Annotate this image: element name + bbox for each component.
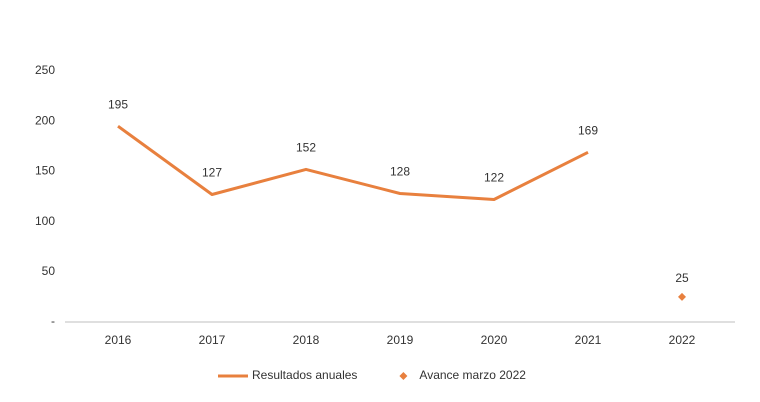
y-tick-label: 50: [42, 264, 56, 278]
legend-label: Resultados anuales: [252, 368, 357, 382]
line: [117, 125, 589, 202]
data-label: 122: [484, 171, 504, 185]
marker: [678, 292, 686, 301]
x-tick-label: 2022: [669, 333, 696, 347]
data-label: 169: [578, 123, 598, 137]
y-tick-label: -: [51, 314, 55, 328]
x-tick-label: 2018: [293, 333, 320, 347]
data-label: 195: [108, 97, 128, 111]
data-label: 127: [202, 166, 222, 180]
legend-swatch: [399, 372, 408, 380]
data-label: 152: [296, 141, 316, 155]
x-tick-label: 2020: [481, 333, 508, 347]
y-tick-label: 200: [35, 113, 55, 127]
y-tick-label: 250: [35, 63, 55, 77]
data-label: 25: [675, 271, 689, 285]
y-tick-label: 150: [35, 164, 55, 178]
y-tick-label: 100: [35, 214, 55, 228]
x-tick-label: 2016: [105, 333, 132, 347]
x-tick-label: 2019: [387, 333, 414, 347]
legend-label: Avance marzo 2022: [419, 368, 526, 382]
x-tick-label: 2017: [199, 333, 226, 347]
x-tick-label: 2021: [575, 333, 602, 347]
data-label: 128: [390, 165, 410, 179]
